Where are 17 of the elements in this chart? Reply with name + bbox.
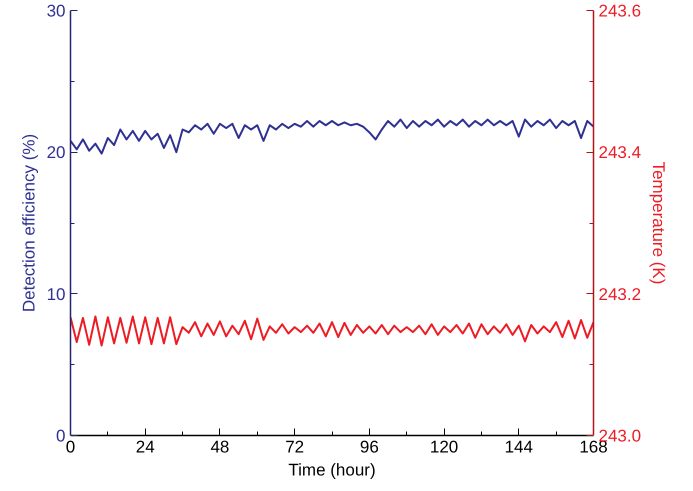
- y2-axis-title: Temperature (K): [649, 162, 668, 284]
- y2-tick-label: 243.2: [598, 284, 642, 304]
- x-tick-label: 96: [360, 438, 379, 456]
- x-tick-label: 144: [504, 438, 533, 456]
- x-tick-label: 72: [285, 438, 304, 456]
- y-tick-label: 20: [46, 143, 66, 162]
- x-tick-label: 120: [430, 438, 458, 456]
- y2-tick-label: 243.6: [598, 2, 642, 20]
- x-axis-title: Time (hour): [288, 460, 376, 480]
- y-tick-label: 10: [46, 284, 66, 304]
- line-series: [70, 118, 594, 155]
- line-series: [70, 316, 594, 347]
- x-tick-label: 48: [210, 438, 230, 456]
- y-axis-title: Detection efficiency (%): [20, 134, 39, 312]
- y-tick-label: 30: [46, 2, 66, 20]
- y2-tick-label: 243.4: [598, 143, 642, 162]
- x-tick-label: 24: [136, 438, 155, 456]
